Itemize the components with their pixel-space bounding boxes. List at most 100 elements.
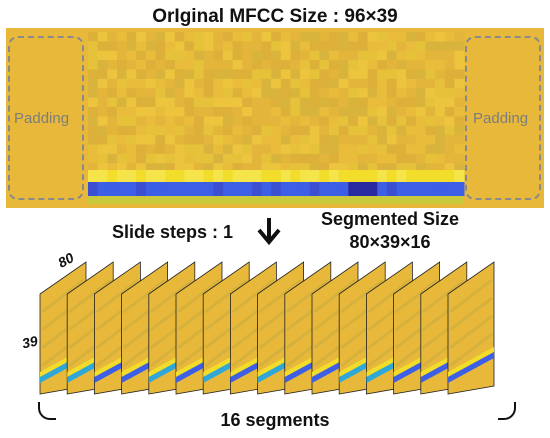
mfcc-cell (454, 135, 465, 145)
segment-texture (340, 278, 385, 314)
mfcc-cell (435, 41, 446, 52)
mfcc-cell (165, 60, 176, 70)
mfcc-cell (222, 153, 234, 164)
segment-texture (122, 278, 167, 314)
mfcc-cell (232, 107, 243, 117)
mfcc-cell (338, 41, 349, 52)
mfcc-cell (145, 97, 156, 108)
mfcc-cell (290, 116, 301, 127)
mfcc-cell (97, 32, 108, 42)
mfcc-cell (222, 69, 234, 80)
mfcc-cell (203, 144, 214, 155)
mfcc-cell (251, 32, 263, 42)
mfcc-yellow-cell (184, 170, 195, 182)
mfcc-cell (165, 50, 176, 61)
mfcc-cell (251, 60, 263, 70)
mfcc-blue-cell (116, 182, 128, 196)
mfcc-cell (319, 60, 330, 70)
mfcc-cell (377, 32, 388, 42)
segment-blue-band (448, 352, 494, 383)
down-arrow-icon (257, 218, 281, 246)
segment-stack (39, 261, 495, 395)
mfcc-cell (242, 144, 253, 155)
mfcc-blue-cell (136, 182, 147, 196)
mfcc-cell (290, 125, 301, 136)
segmented-size-dims: 80×39×16 (349, 232, 431, 252)
mfcc-cell (415, 41, 426, 52)
mfcc-cell (136, 144, 147, 155)
mfcc-cell (357, 125, 369, 136)
mfcc-cell (126, 41, 137, 52)
segment-texture (285, 278, 330, 314)
mfcc-cell (377, 78, 388, 89)
mfcc-cell (184, 88, 195, 99)
segment-texture (258, 278, 303, 314)
mfcc-cell (165, 78, 176, 89)
mfcc-cell (357, 163, 369, 174)
mfcc-cell (261, 41, 272, 52)
mfcc-cell (406, 78, 417, 89)
mfcc-cell (213, 97, 224, 108)
mfcc-cell (454, 153, 465, 164)
mfcc-cell (309, 50, 320, 61)
mfcc-cell (300, 153, 311, 164)
mfcc-cell (184, 125, 195, 136)
mfcc-cell (174, 144, 185, 155)
mfcc-cell (126, 69, 137, 80)
mfcc-cell (184, 32, 195, 42)
mfcc-blue-cell (377, 182, 388, 196)
mfcc-blue-cell (184, 182, 195, 196)
mfcc-cell (290, 163, 301, 174)
mfcc-cell (435, 69, 446, 80)
mfcc-cell (309, 69, 320, 80)
mfcc-cell (280, 41, 291, 52)
mfcc-cell (165, 69, 176, 80)
mfcc-cell (203, 88, 214, 99)
segment-texture (421, 278, 466, 314)
mfcc-cell (338, 97, 349, 108)
mfcc-cell (165, 107, 176, 117)
mfcc-cell (309, 107, 320, 117)
mfcc-cell (261, 78, 272, 89)
mfcc-cell (367, 50, 378, 61)
mfcc-yellow-cell (261, 170, 272, 182)
mfcc-cell (386, 78, 398, 89)
mfcc-yellow-cell (280, 170, 291, 182)
mfcc-yellow-cell (174, 170, 185, 182)
mfcc-cell (116, 32, 128, 42)
mfcc-blue-cell (406, 182, 417, 196)
mfcc-cell (97, 107, 108, 117)
mfcc-cell (454, 97, 465, 108)
mfcc-cell (367, 88, 378, 99)
mfcc-cell (290, 107, 301, 117)
mfcc-cell (194, 107, 205, 117)
mfcc-cell (107, 107, 118, 117)
mfcc-yellow-cell (116, 170, 128, 182)
mfcc-cell (396, 163, 407, 174)
mfcc-cell (126, 97, 137, 108)
mfcc-yellow-cell (155, 170, 166, 182)
mfcc-cell (280, 153, 291, 164)
mfcc-cell (107, 125, 118, 136)
mfcc-cell (261, 60, 272, 70)
mfcc-cell (203, 60, 214, 70)
mfcc-cell (194, 125, 205, 136)
mfcc-cell (280, 50, 291, 61)
mfcc-cell (116, 163, 128, 174)
mfcc-cell (155, 41, 166, 52)
mfcc-blue-cell (155, 182, 166, 196)
mfcc-cell (251, 69, 263, 80)
mfcc-cell (338, 69, 349, 80)
mfcc-cell (136, 125, 147, 136)
mfcc-cell (155, 50, 166, 61)
mfcc-yellow-cell (194, 170, 205, 182)
segment-texture (313, 278, 357, 314)
mfcc-cell (97, 69, 108, 80)
mfcc-cell (338, 60, 349, 70)
mfcc-cell (107, 88, 118, 99)
mfcc-cell (309, 135, 320, 145)
segment-texture (231, 278, 276, 314)
mfcc-cell (251, 41, 263, 52)
mfcc-cell (126, 125, 137, 136)
mfcc-cell (136, 69, 147, 80)
